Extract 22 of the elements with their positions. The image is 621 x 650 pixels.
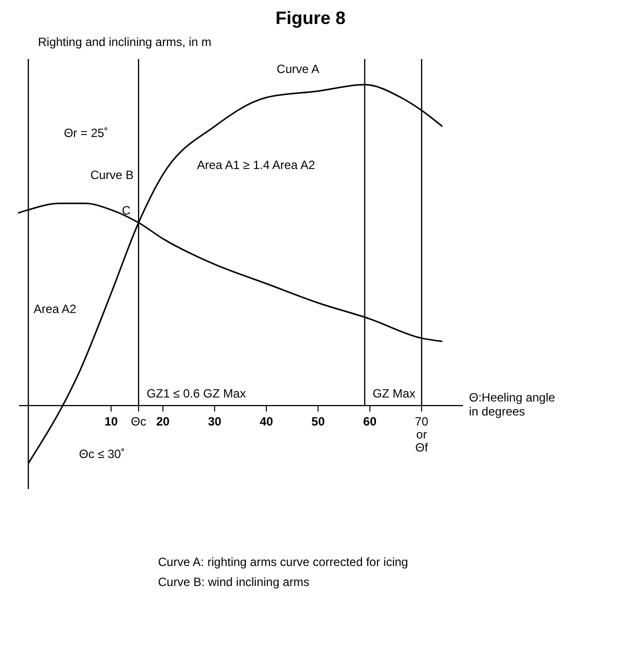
ref-line-label: GZ Max [372,386,416,401]
x-tick-label: 10 [104,414,118,429]
text: Curve A: righting arms curve corrected for icing [158,555,410,569]
x-tick-label: Θc [130,414,146,429]
text: Curve A [276,62,320,76]
text: Curve B: wind inclining arms [158,575,310,589]
y-axis-title: Righting and inclining arms, in m [38,35,212,49]
x-tick-label: 40 [260,414,274,429]
ref-line-label: GZ1 ≤ 0.6 GZ Max [146,386,246,401]
x-tick-label: 60 [363,414,377,429]
x-axis-title: Θ:Heeling angle in degrees [469,390,556,419]
chart-title: Figure 8 [274,8,346,29]
annotation: C [122,204,131,218]
x-tick-label: 20 [156,414,170,429]
annotation: Θr = 25˚ [64,126,108,140]
annotation: Curve B [90,168,134,182]
x-tick-label: 30 [208,414,222,429]
annotation: Area A1 ≥ 1.4 Area A2 [196,158,316,172]
x-tick-label: 70 or Θf [414,414,429,455]
annotation: Θc ≤ 30˚ [79,447,125,461]
x-tick-label: 50 [311,414,326,429]
annotation: Area A2 [34,302,76,316]
